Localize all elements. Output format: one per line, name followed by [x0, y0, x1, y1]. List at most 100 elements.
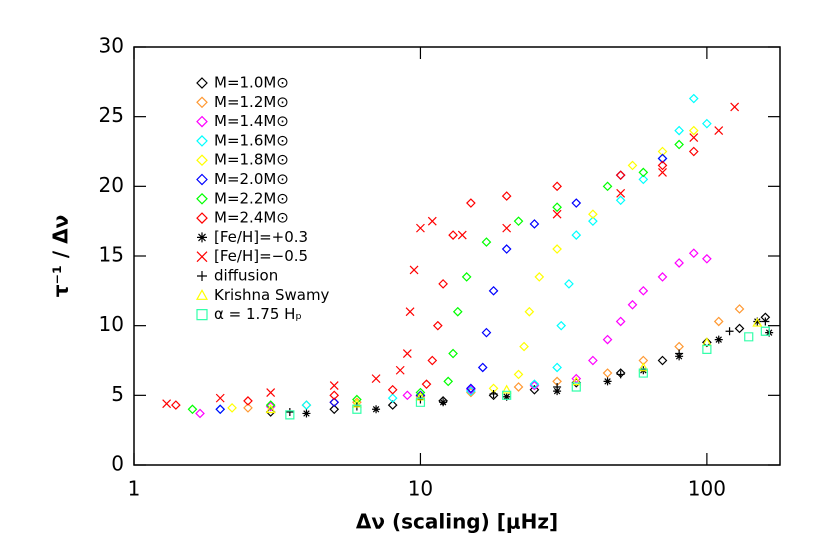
data-point	[616, 188, 626, 198]
y-tick-label: 20	[99, 173, 124, 197]
data-point	[529, 219, 540, 229]
legend-marker	[197, 271, 207, 281]
data-point	[489, 389, 498, 398]
data-point	[171, 400, 181, 410]
data-point	[571, 376, 582, 386]
data-point	[502, 390, 512, 400]
data-point	[674, 125, 684, 136]
data-point	[552, 362, 562, 373]
data-point	[702, 253, 712, 264]
data-point	[466, 383, 476, 394]
data-point	[427, 355, 438, 366]
data-point	[448, 230, 458, 240]
data-point	[657, 153, 668, 164]
data-point	[301, 400, 312, 410]
data-point	[302, 409, 311, 418]
data-point	[439, 398, 448, 407]
data-point	[761, 317, 770, 326]
data-point	[387, 393, 398, 403]
data-point	[689, 133, 699, 142]
data-point	[638, 362, 649, 372]
data-point	[688, 93, 699, 104]
data-point	[564, 279, 574, 289]
data-point	[588, 209, 598, 220]
data-point	[714, 126, 724, 136]
legend-label: [Fe/H]=−0.5	[214, 247, 308, 265]
y-tick-label: 30	[99, 34, 124, 58]
data-point	[534, 272, 545, 282]
data-point	[265, 401, 276, 412]
data-point	[351, 398, 362, 408]
data-point	[195, 408, 205, 419]
y-tick-label: 15	[99, 243, 124, 267]
data-point	[714, 335, 723, 344]
data-point	[552, 209, 562, 219]
legend-marker	[196, 96, 208, 109]
data-point	[405, 307, 415, 317]
data-point	[638, 167, 649, 178]
data-point	[552, 202, 562, 213]
data-point	[266, 388, 276, 397]
data-point	[615, 195, 626, 206]
data-point	[524, 306, 535, 317]
data-point	[448, 348, 458, 359]
data-point	[477, 362, 488, 373]
data-point	[615, 170, 626, 181]
data-point	[329, 381, 339, 391]
data-point	[162, 399, 172, 409]
data-point	[752, 317, 763, 327]
data-point	[529, 379, 540, 390]
data-point	[513, 216, 524, 227]
data-point	[602, 368, 613, 378]
data-point	[243, 403, 253, 413]
data-point	[702, 337, 712, 348]
data-point	[571, 230, 582, 240]
data-point	[657, 160, 668, 171]
legend-marker	[196, 212, 208, 224]
legend-marker	[196, 135, 208, 147]
data-point	[638, 368, 648, 378]
data-point	[415, 391, 426, 401]
data-point	[502, 392, 511, 401]
data-point	[638, 174, 649, 185]
data-point	[753, 317, 762, 326]
data-point	[529, 384, 540, 395]
x-tick-label: 10	[408, 477, 433, 501]
legend-marker	[195, 289, 209, 300]
data-point	[243, 396, 253, 406]
data-point	[387, 384, 398, 395]
data-point	[657, 272, 668, 282]
data-point	[674, 341, 684, 352]
legend-marker	[196, 192, 208, 205]
data-point	[227, 403, 237, 413]
data-point	[438, 279, 448, 289]
data-point	[529, 380, 540, 391]
data-point	[602, 334, 613, 345]
data-point	[187, 404, 198, 415]
data-point	[602, 181, 613, 192]
data-point	[553, 387, 562, 396]
data-point	[552, 244, 562, 254]
legend-label: Krishna Swamy	[214, 286, 330, 304]
data-point	[466, 384, 476, 395]
data-point	[571, 198, 582, 208]
legend-marker	[196, 154, 208, 167]
x-tick-label: 1	[128, 477, 141, 501]
data-point	[409, 265, 419, 275]
data-point	[329, 390, 340, 401]
y-tick-label: 25	[99, 103, 124, 127]
legend-label: M=1.6M⊙	[214, 131, 289, 149]
legend-marker	[197, 232, 207, 243]
data-point	[481, 237, 492, 247]
data-point	[457, 230, 467, 240]
data-point	[730, 102, 740, 112]
data-point	[215, 404, 226, 415]
data-point	[372, 405, 381, 414]
data-point	[501, 244, 512, 254]
legend-label: M=2.0M⊙	[214, 170, 289, 188]
data-point	[395, 365, 405, 375]
data-point	[553, 382, 562, 391]
data-point	[416, 223, 425, 233]
data-point	[519, 341, 529, 352]
